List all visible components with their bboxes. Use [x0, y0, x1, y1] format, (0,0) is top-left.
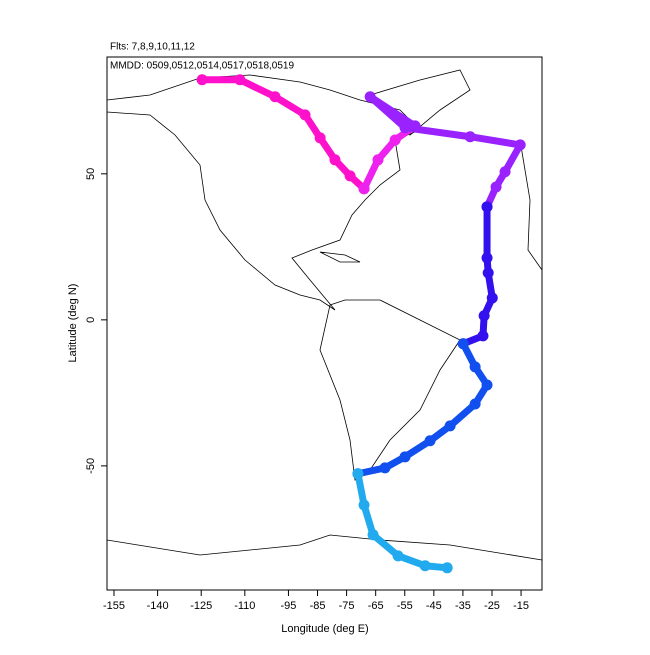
track-point	[358, 499, 370, 511]
track-point	[469, 398, 481, 410]
track-point	[299, 109, 311, 121]
x-tick-label: -140	[147, 600, 169, 612]
track-point	[490, 181, 502, 193]
x-axis-label: Longitude (deg E)	[281, 623, 368, 635]
track-point	[364, 91, 376, 103]
track-point	[379, 462, 391, 474]
track-point	[481, 252, 493, 264]
track-point	[481, 201, 493, 213]
x-tick-label: -25	[484, 600, 500, 612]
y-tick-label: -50	[85, 458, 97, 474]
coastline	[106, 74, 421, 311]
track-point	[329, 154, 341, 166]
track-point	[486, 292, 498, 304]
coastline	[319, 299, 461, 481]
track-point	[352, 468, 364, 480]
x-tick-label: -85	[310, 600, 326, 612]
track-point	[424, 435, 436, 447]
x-tick-label: -45	[426, 600, 442, 612]
x-tick-label: -125	[190, 600, 212, 612]
track-point	[344, 170, 356, 182]
track-point	[234, 74, 246, 86]
track-point	[444, 420, 456, 432]
track-point	[441, 562, 453, 574]
track-point	[478, 310, 490, 322]
track-point	[392, 550, 404, 562]
track-point	[269, 91, 281, 103]
track-point	[477, 330, 489, 342]
coastline	[106, 534, 543, 561]
track-point	[389, 134, 401, 146]
coastline	[519, 139, 543, 271]
track-point	[464, 131, 476, 143]
track-point	[409, 120, 421, 132]
y-axis-label: Latitude (deg N)	[67, 284, 79, 363]
track-point	[367, 529, 379, 541]
y-tick-label: 50	[85, 168, 97, 180]
x-tick-label: -15	[513, 600, 529, 612]
track-point	[399, 122, 411, 134]
track-point	[499, 166, 511, 178]
plot-frame	[106, 56, 543, 591]
track-point	[399, 451, 411, 463]
track-point	[457, 338, 469, 350]
track-point	[358, 183, 370, 195]
track-point	[514, 139, 526, 151]
x-tick-label: -35	[455, 600, 471, 612]
x-tick-label: -95	[280, 600, 296, 612]
x-tick-label: -110	[234, 600, 255, 612]
chart-subtitle: MMDD: 0509,0512,0514,0517,0518,0519	[110, 61, 294, 72]
x-tick-label: -75	[339, 600, 355, 612]
track-point	[196, 74, 208, 86]
track-point	[372, 154, 384, 166]
track-point	[469, 361, 481, 373]
coastline	[319, 251, 361, 263]
y-tick-label: 0	[85, 317, 97, 323]
track-point	[419, 560, 431, 572]
track-point	[314, 132, 326, 144]
x-tick-label: -65	[368, 600, 384, 612]
x-tick-label: -155	[103, 600, 125, 612]
track-point	[481, 379, 493, 391]
chart-title: Flts: 7,8,9,10,11,12	[110, 42, 195, 53]
x-tick-label: -55	[397, 600, 413, 612]
coastlines	[106, 69, 543, 561]
track-point	[482, 267, 494, 279]
